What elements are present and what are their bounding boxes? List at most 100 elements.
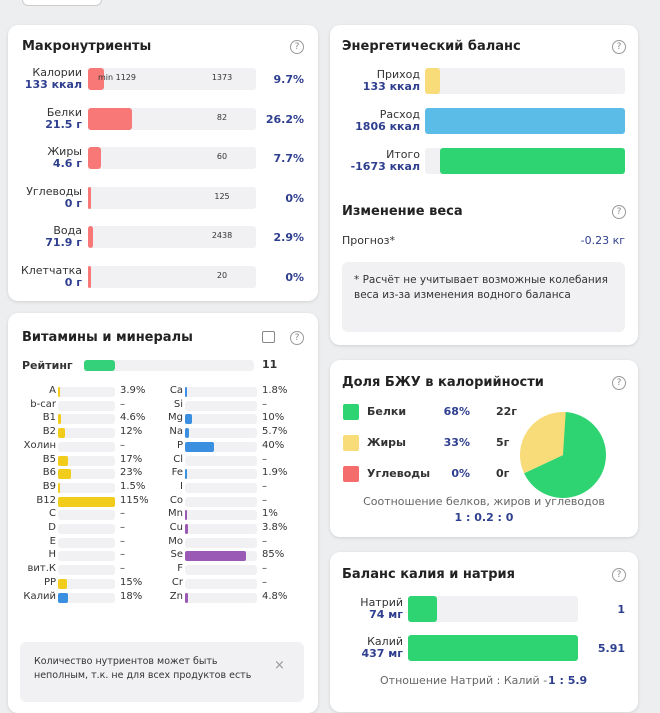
track bbox=[425, 68, 625, 94]
nutrient-name: B1 bbox=[42, 412, 56, 424]
bar bbox=[88, 147, 101, 170]
nutrient-name: Mg bbox=[168, 412, 183, 424]
card-title: Баланс калия и натрия bbox=[342, 567, 515, 582]
nutrient-amount: 133 ккал bbox=[24, 78, 82, 91]
top-button[interactable] bbox=[22, 0, 102, 6]
nutrient-name: P bbox=[176, 439, 183, 451]
nutrient-value: 5.7% bbox=[262, 426, 288, 438]
percent: 9.7% bbox=[273, 73, 304, 86]
mineral-name: Калий bbox=[367, 635, 403, 648]
forecast-label: Прогноз* bbox=[342, 234, 396, 247]
bar bbox=[425, 68, 440, 94]
nutrient-value: – bbox=[262, 576, 267, 588]
rating-bar bbox=[84, 360, 116, 371]
nutrient-value: – bbox=[120, 398, 125, 410]
nutrient-name: Se bbox=[170, 549, 184, 561]
nutrient-value: 85% bbox=[262, 549, 285, 561]
table-icon[interactable] bbox=[262, 331, 275, 343]
help-icon[interactable]: ? bbox=[612, 205, 626, 219]
nutrient-name: Zn bbox=[169, 590, 183, 602]
nutrient-name: A bbox=[49, 385, 56, 396]
nutrient-value: 17% bbox=[120, 453, 143, 465]
card-title: Доля БЖУ в калорийности bbox=[342, 375, 544, 390]
track bbox=[185, 469, 257, 480]
bar bbox=[185, 524, 188, 534]
nutrient-value: 1.9% bbox=[262, 467, 288, 479]
legend-swatch bbox=[343, 466, 359, 482]
mineral-ratio: 1 bbox=[617, 603, 625, 616]
energy-amount: -1673 ккал bbox=[350, 160, 420, 173]
track bbox=[58, 537, 115, 548]
help-icon[interactable]: ? bbox=[290, 331, 304, 345]
bar bbox=[185, 510, 187, 521]
nutrient-name: Белки bbox=[46, 105, 82, 119]
nutrient-name: H bbox=[48, 549, 56, 561]
macro-name: Жиры bbox=[367, 436, 406, 449]
track bbox=[185, 592, 257, 603]
note-box bbox=[342, 262, 625, 332]
bar bbox=[439, 148, 625, 174]
nutrient-value: – bbox=[120, 563, 125, 575]
nutrient-amount: 0 г bbox=[64, 276, 82, 289]
mineral-amount: 74 мг bbox=[369, 608, 403, 621]
card-title: Макронутриенты bbox=[22, 39, 152, 54]
track bbox=[185, 387, 257, 397]
track bbox=[88, 266, 256, 288]
close[interactable]: × bbox=[274, 658, 285, 673]
bar bbox=[185, 592, 189, 603]
nutrient-name: D bbox=[48, 522, 56, 533]
nutrient-amount: 21.5 г bbox=[45, 117, 82, 131]
track bbox=[84, 360, 254, 371]
energy-name: Расход bbox=[379, 108, 420, 121]
bar bbox=[185, 441, 214, 452]
nutrient-amount: 4.6 г bbox=[52, 157, 82, 171]
nutrient-value: 1.8% bbox=[262, 385, 288, 396]
rating-label: Рейтинг bbox=[22, 359, 73, 372]
nutrient-name: Калий bbox=[23, 590, 56, 602]
k-ratio-label: Отношение Натрий : Калий - bbox=[380, 674, 548, 687]
help-icon[interactable]: ? bbox=[612, 568, 626, 582]
nutrient-value: 3.9% bbox=[120, 385, 146, 396]
mineral-amount: 437 мг bbox=[361, 647, 403, 660]
track bbox=[185, 482, 257, 493]
nutrient-value: 115% bbox=[120, 494, 149, 506]
nutrient-value: 18% bbox=[120, 590, 143, 602]
track bbox=[185, 428, 257, 439]
card-title: Витамины и минералы bbox=[22, 330, 193, 345]
percent: 26.2% bbox=[265, 112, 304, 126]
rating: 11 bbox=[262, 358, 278, 371]
forecast: -0.23 кг bbox=[580, 234, 625, 247]
ratio-label: Соотношение белков, жиров и углеводов bbox=[363, 495, 605, 508]
macro-name: Углеводы bbox=[367, 467, 431, 480]
energy-name: Приход bbox=[376, 68, 420, 81]
help-icon[interactable]: ? bbox=[290, 40, 304, 54]
nutrient-name: B12 bbox=[36, 494, 56, 506]
track bbox=[185, 578, 257, 589]
help-icon[interactable]: ? bbox=[612, 40, 626, 54]
nutrient-name: Ca bbox=[169, 385, 183, 396]
help-icon[interactable]: ? bbox=[612, 376, 626, 390]
nutrient-value: 1% bbox=[262, 508, 278, 520]
track bbox=[88, 147, 256, 170]
energy-name: Итого bbox=[386, 148, 420, 161]
card-title: Изменение веса bbox=[342, 204, 463, 219]
target: 2438 bbox=[211, 231, 233, 241]
macro-grams: 0г bbox=[496, 467, 510, 480]
bar bbox=[58, 578, 67, 589]
bar bbox=[185, 469, 187, 480]
min-label: min 1129 bbox=[98, 73, 136, 82]
track bbox=[58, 510, 115, 521]
track bbox=[58, 414, 115, 425]
track bbox=[58, 592, 115, 603]
nutrient-value: – bbox=[120, 508, 125, 520]
track bbox=[185, 537, 257, 548]
mineral-name: Натрий bbox=[360, 596, 403, 609]
k-ratio: 1 : 5.9 bbox=[548, 674, 588, 687]
nutrient-name: B9 bbox=[42, 480, 56, 492]
nutrient-name: Mo bbox=[168, 535, 183, 547]
bar bbox=[88, 186, 91, 209]
track bbox=[58, 565, 115, 576]
bar bbox=[88, 266, 91, 288]
macro-name: Белки bbox=[367, 405, 407, 418]
track bbox=[185, 510, 257, 521]
